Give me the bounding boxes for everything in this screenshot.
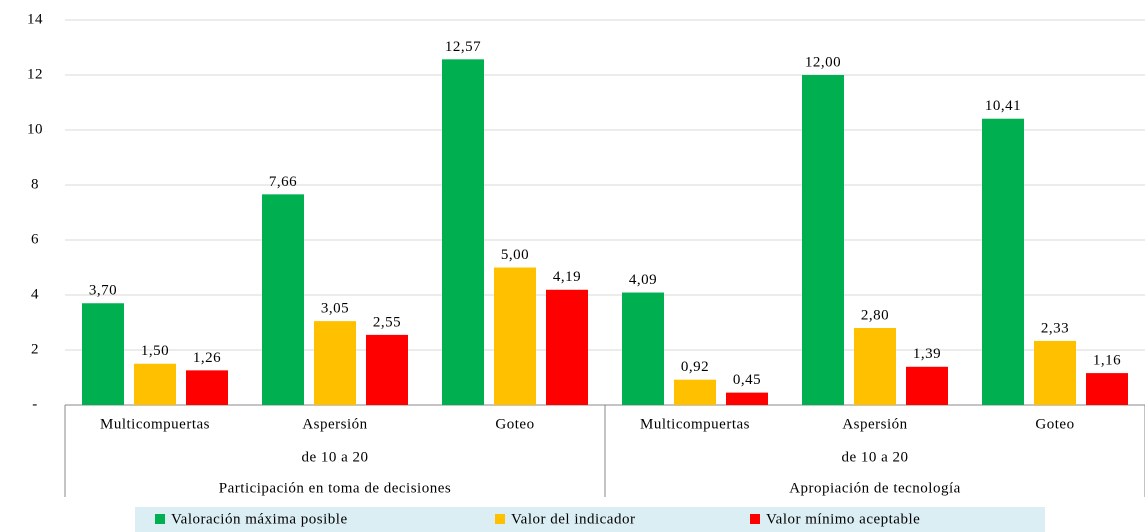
value-label: 10,41 bbox=[985, 98, 1021, 114]
value-label: 2,55 bbox=[373, 314, 401, 330]
x-tick-label: Aspersión bbox=[842, 416, 907, 432]
bar bbox=[982, 118, 1024, 405]
value-label: 12,57 bbox=[445, 39, 481, 55]
bar bbox=[186, 370, 228, 405]
x-tick-label: Goteo bbox=[495, 416, 534, 432]
bar bbox=[726, 392, 768, 405]
bar bbox=[134, 363, 176, 405]
value-label: 7,66 bbox=[269, 174, 297, 190]
value-label: 3,70 bbox=[89, 283, 117, 299]
legend-swatch bbox=[750, 514, 760, 524]
legend-swatch bbox=[495, 514, 505, 524]
y-tick-label: 2 bbox=[31, 341, 39, 357]
value-label: 3,05 bbox=[321, 301, 349, 317]
bar bbox=[494, 267, 536, 405]
y-tick-label: 6 bbox=[31, 231, 39, 247]
y-tick-label: 10 bbox=[27, 121, 43, 137]
value-label: 0,45 bbox=[733, 372, 761, 388]
value-label: 12,00 bbox=[805, 54, 841, 70]
value-label: 2,33 bbox=[1041, 320, 1069, 336]
bar bbox=[854, 328, 896, 405]
legend-swatch bbox=[155, 514, 165, 524]
bar bbox=[546, 289, 588, 405]
y-tick-label: 8 bbox=[31, 176, 39, 192]
value-label: 1,16 bbox=[1093, 353, 1121, 369]
bar bbox=[622, 292, 664, 405]
x-tick-label: Goteo bbox=[1035, 416, 1074, 432]
value-label: 4,09 bbox=[629, 272, 657, 288]
legend-label: Valor del indicador bbox=[511, 511, 635, 527]
bar bbox=[314, 321, 356, 405]
y-tick-label: 14 bbox=[27, 11, 43, 27]
bar bbox=[1086, 373, 1128, 405]
bar bbox=[82, 303, 124, 405]
legend-background bbox=[135, 507, 1045, 532]
legend-label: Valor mínimo aceptable bbox=[766, 511, 920, 527]
group-label: Participación en toma de decisiones bbox=[219, 480, 451, 496]
x-tick-label: Multicompuertas bbox=[100, 416, 210, 432]
x-tick-label: de 10 a 20 bbox=[841, 449, 908, 465]
group-label: Apropiación de tecnología bbox=[789, 480, 961, 496]
legend-label: Valoración máxima posible bbox=[171, 511, 348, 527]
y-tick-label: 4 bbox=[31, 286, 39, 302]
y-tick-label: - bbox=[32, 396, 38, 412]
bar bbox=[1034, 340, 1076, 405]
value-label: 4,19 bbox=[553, 269, 581, 285]
value-label: 2,80 bbox=[861, 307, 889, 323]
x-tick-label: de 10 a 20 bbox=[301, 449, 368, 465]
bar bbox=[906, 366, 948, 405]
value-label: 1,50 bbox=[141, 343, 169, 359]
y-tick-label: 12 bbox=[27, 66, 43, 82]
value-label: 5,00 bbox=[501, 247, 529, 263]
value-label: 1,26 bbox=[193, 350, 221, 366]
bar bbox=[442, 59, 484, 405]
x-tick-label: Aspersión bbox=[302, 416, 367, 432]
x-tick-label: Multicompuertas bbox=[640, 416, 750, 432]
value-label: 1,39 bbox=[913, 346, 941, 362]
value-label: 0,92 bbox=[681, 359, 709, 375]
bar bbox=[674, 379, 716, 405]
bar bbox=[802, 75, 844, 405]
bar bbox=[366, 334, 408, 405]
bar bbox=[262, 194, 304, 405]
